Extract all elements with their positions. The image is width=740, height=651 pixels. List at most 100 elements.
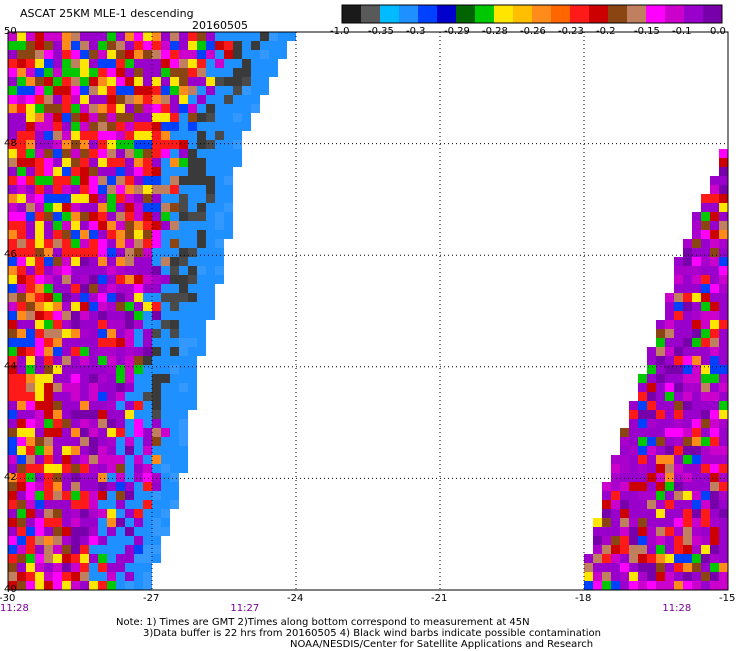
heatmap-cell [710,509,719,518]
heatmap-cell [251,59,260,68]
heatmap-cell [233,68,242,77]
heatmap-cell [44,356,53,365]
heatmap-cell [206,32,215,41]
heatmap-cell [134,482,143,491]
data-cells [8,32,728,590]
heatmap-cell [170,257,179,266]
heatmap-cell [692,437,701,446]
heatmap-cell [602,572,611,581]
heatmap-cell [701,311,710,320]
heatmap-cell [125,50,134,59]
heatmap-cell [674,563,683,572]
heatmap-cell [215,266,224,275]
heatmap-cell [242,50,251,59]
heatmap-cell [143,365,152,374]
heatmap-cell [17,95,26,104]
heatmap-cell [62,437,71,446]
heatmap-cell [143,77,152,86]
heatmap-cell [116,176,125,185]
heatmap-cell [107,482,116,491]
heatmap-cell [125,131,134,140]
heatmap-cell [125,41,134,50]
heatmap-cell [98,374,107,383]
heatmap-cell [701,392,710,401]
heatmap-cell [8,356,17,365]
heatmap-cell [89,68,98,77]
heatmap-cell [35,455,44,464]
heatmap-cell [161,347,170,356]
heatmap-cell [62,275,71,284]
heatmap-cell [125,419,134,428]
heatmap-cell [152,194,161,203]
heatmap-cell [89,212,98,221]
heatmap-cell [638,581,647,590]
heatmap-cell [62,491,71,500]
heatmap-cell [107,167,116,176]
heatmap-cell [143,446,152,455]
heatmap-cell [179,50,188,59]
heatmap-cell [701,545,710,554]
heatmap-cell [179,95,188,104]
heatmap-cell [8,158,17,167]
heatmap-cell [107,347,116,356]
heatmap-cell [152,365,161,374]
heatmap-cell [665,491,674,500]
footer-note-1: Note: 1) Times are GMT 2)Times along bot… [116,617,530,628]
heatmap-cell [224,77,233,86]
heatmap-cell [197,248,206,257]
heatmap-cell [44,77,53,86]
heatmap-cell [170,203,179,212]
heatmap-cell [125,275,134,284]
heatmap-cell [107,311,116,320]
heatmap-cell [44,185,53,194]
heatmap-cell [719,293,728,302]
heatmap-cell [80,347,89,356]
heatmap-cell [71,167,80,176]
heatmap-cell [8,194,17,203]
heatmap-cell [215,131,224,140]
heatmap-cell [161,446,170,455]
heatmap-cell [62,383,71,392]
heatmap-cell [161,284,170,293]
heatmap-cell [242,104,251,113]
heatmap-cell [710,419,719,428]
heatmap-cell [98,572,107,581]
heatmap-cell [17,284,26,293]
heatmap-cell [197,158,206,167]
heatmap-cell [53,482,62,491]
heatmap-cell [89,320,98,329]
heatmap-cell [80,410,89,419]
heatmap-cell [35,185,44,194]
heatmap-cell [710,320,719,329]
heatmap-cell [107,419,116,428]
heatmap-cell [152,437,161,446]
heatmap-cell [719,536,728,545]
heatmap-cell [44,275,53,284]
heatmap-cell [71,536,80,545]
heatmap-cell [107,536,116,545]
heatmap-cell [719,401,728,410]
heatmap-cell [80,194,89,203]
heatmap-cell [188,149,197,158]
heatmap-cell [17,239,26,248]
heatmap-cell [143,329,152,338]
heatmap-cell [17,158,26,167]
heatmap-cell [8,374,17,383]
heatmap-cell [89,500,98,509]
heatmap-cell [224,32,233,41]
heatmap-cell [89,239,98,248]
heatmap-cell [692,401,701,410]
heatmap-cell [665,347,674,356]
heatmap-cell [179,68,188,77]
heatmap-cell [17,149,26,158]
heatmap-cell [89,482,98,491]
heatmap-cell [98,59,107,68]
heatmap-cell [44,428,53,437]
heatmap-cell [134,383,143,392]
heatmap-cell [17,401,26,410]
heatmap-cell [701,563,710,572]
heatmap-cell [98,482,107,491]
heatmap-cell [44,419,53,428]
heatmap-cell [98,113,107,122]
heatmap-cell [674,464,683,473]
